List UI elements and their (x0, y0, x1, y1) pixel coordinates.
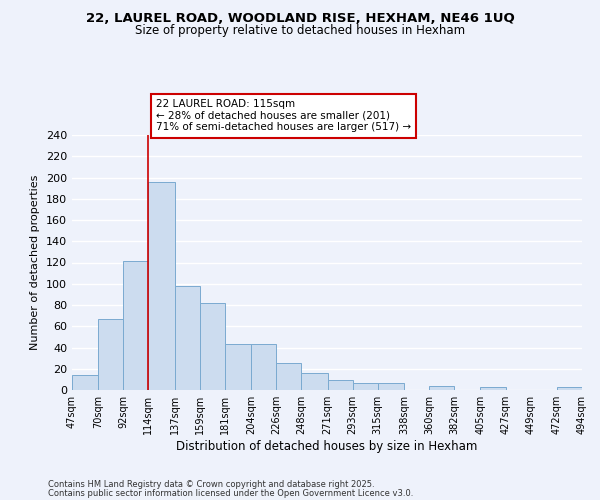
Bar (124, 262, 148, 390)
Bar (557, 387, 582, 390)
Text: Contains HM Land Registry data © Crown copyright and database right 2025.: Contains HM Land Registry data © Crown c… (48, 480, 374, 489)
Bar (328, 380, 353, 390)
Bar (301, 373, 328, 390)
Y-axis label: Number of detached properties: Number of detached properties (31, 175, 40, 350)
Text: Contains public sector information licensed under the Open Government Licence v3: Contains public sector information licen… (48, 488, 413, 498)
Bar (148, 182, 175, 390)
Bar (276, 364, 301, 390)
Text: 22, LAUREL ROAD, WOODLAND RISE, HEXHAM, NE46 1UQ: 22, LAUREL ROAD, WOODLAND RISE, HEXHAM, … (86, 12, 514, 26)
Text: Size of property relative to detached houses in Hexham: Size of property relative to detached ho… (135, 24, 465, 37)
Bar (98, 319, 124, 390)
Bar (72, 375, 98, 390)
Text: 22 LAUREL ROAD: 115sqm
← 28% of detached houses are smaller (201)
71% of semi-de: 22 LAUREL ROAD: 115sqm ← 28% of detached… (156, 99, 411, 132)
Bar (378, 382, 404, 390)
Bar (251, 344, 276, 390)
Bar (200, 303, 225, 390)
Bar (353, 382, 378, 390)
Bar (175, 286, 200, 390)
X-axis label: Distribution of detached houses by size in Hexham: Distribution of detached houses by size … (176, 440, 478, 453)
Bar (225, 344, 251, 390)
Bar (481, 387, 506, 390)
Bar (429, 386, 454, 390)
